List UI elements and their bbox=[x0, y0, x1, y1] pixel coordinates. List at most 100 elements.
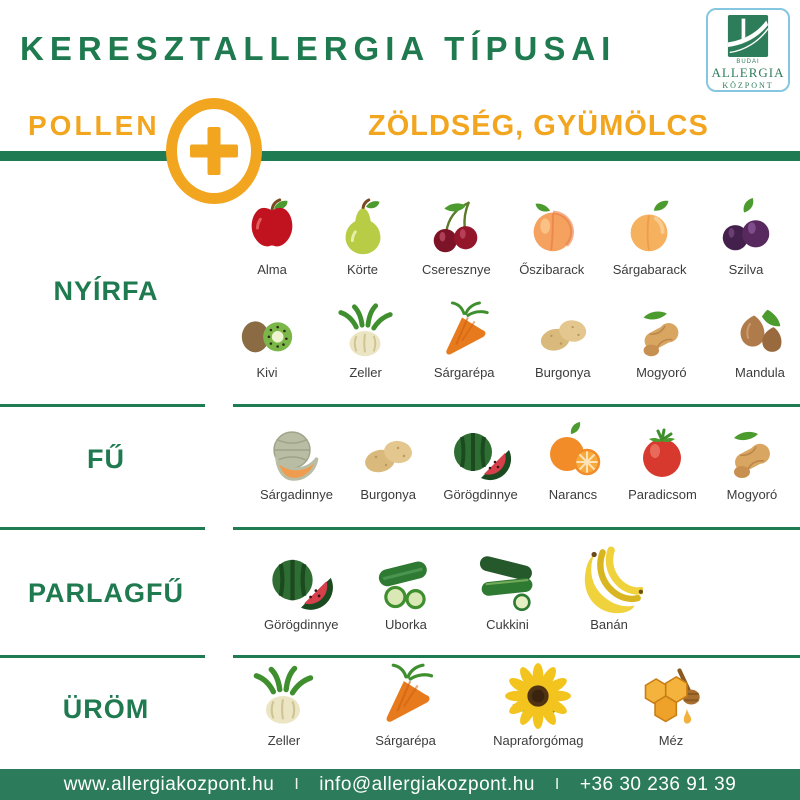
pollen-type-label-nyirfa: NYÍRFA bbox=[53, 276, 159, 306]
peanut-icon bbox=[720, 420, 784, 484]
cantaloupe-icon bbox=[265, 420, 329, 484]
footer-email: info@allergiakozpont.hu bbox=[319, 773, 535, 795]
list-item: Mogyoró bbox=[630, 300, 692, 380]
celery-icon bbox=[250, 662, 318, 730]
list-item: Sárgabarack bbox=[612, 197, 687, 277]
item-label: Mandula bbox=[735, 365, 785, 380]
cucumber-icon bbox=[372, 546, 440, 614]
logo-text-kozpont: KÖZPONT bbox=[722, 81, 774, 90]
item-label: Szilva bbox=[728, 262, 764, 277]
carrot-icon bbox=[372, 662, 440, 730]
potato-icon bbox=[532, 300, 594, 362]
footer-separator: I bbox=[554, 775, 560, 793]
item-label: Mogyoró bbox=[726, 487, 778, 502]
item-label: Paradicsom bbox=[628, 487, 697, 502]
section-divider bbox=[0, 404, 800, 407]
plus-vertical-bar bbox=[207, 127, 221, 175]
orange-icon bbox=[541, 420, 605, 484]
item-label: Napraforgómag bbox=[493, 733, 584, 748]
item-row-fu-1: Sárgadinnye Burgonya Görögdinnye Narancs Par… bbox=[260, 420, 784, 502]
item-label: Narancs bbox=[548, 487, 598, 502]
list-item: Sárgadinnye bbox=[260, 420, 333, 502]
list-item: Mandula bbox=[729, 300, 791, 380]
watermelon-icon bbox=[449, 420, 513, 484]
list-item: Narancs bbox=[541, 420, 605, 502]
apricot-icon bbox=[619, 197, 681, 259]
list-item: Sárgarépa bbox=[433, 300, 495, 380]
item-label: Körte bbox=[346, 262, 379, 277]
pollen-type-label-urom: ÜRÖM bbox=[62, 694, 150, 724]
sunflower-icon bbox=[504, 662, 572, 730]
header-divider-bar bbox=[0, 151, 800, 161]
list-item: Körte bbox=[332, 197, 394, 277]
list-item: Őszibarack bbox=[519, 197, 584, 277]
item-label: Görögdinnye bbox=[264, 617, 339, 632]
item-label: Uborka bbox=[385, 617, 427, 632]
logo-leaf-icon bbox=[727, 15, 769, 57]
item-label: Cukkini bbox=[486, 617, 529, 632]
almond-icon bbox=[729, 300, 791, 362]
honey-icon bbox=[637, 662, 705, 730]
footer-phone: +36 30 236 91 39 bbox=[579, 773, 737, 795]
apple-icon bbox=[241, 197, 303, 259]
kiwi-icon bbox=[236, 300, 298, 362]
list-item: Cseresznye bbox=[422, 197, 491, 277]
pollen-heading: POLLEN bbox=[28, 110, 160, 141]
list-item: Görögdinnye bbox=[443, 420, 518, 502]
item-label: Sárgadinnye bbox=[260, 487, 333, 502]
tomato-icon bbox=[630, 420, 694, 484]
potato-icon bbox=[356, 420, 420, 484]
logo-text-budai: BUDAI bbox=[736, 59, 760, 65]
list-item: Napraforgómag bbox=[493, 662, 583, 748]
list-item: Sárgarépa bbox=[372, 662, 440, 748]
list-item: Banán bbox=[575, 546, 645, 632]
item-row-nyirfa-2: Kivi Zeller Sárgarépa Burgonya Mogyoró Mandul… bbox=[236, 300, 791, 380]
item-label: Burgonya bbox=[360, 487, 416, 502]
list-item: Zeller bbox=[335, 300, 397, 380]
zucchini-icon bbox=[473, 546, 541, 614]
list-item: Burgonya bbox=[356, 420, 420, 502]
list-item: Szilva bbox=[715, 197, 777, 277]
list-item: Uborka bbox=[372, 546, 440, 632]
footer-separator: I bbox=[294, 775, 300, 793]
pollen-type-label-parlagfu: PARLAGFŰ bbox=[28, 578, 184, 608]
pollen-type-label-fu: FŰ bbox=[87, 444, 125, 474]
list-item: Alma bbox=[241, 197, 303, 277]
list-item: Paradicsom bbox=[628, 420, 697, 502]
item-label: Sárgabarack bbox=[612, 262, 687, 277]
item-label: Zeller bbox=[267, 733, 301, 748]
footer-website: www.allergiakozpont.hu bbox=[63, 773, 275, 795]
item-row-parlagfu-1: Görögdinnye Uborka Cukkini Banán bbox=[264, 546, 645, 632]
page-title: KERESZTALLERGIA TÍPUSAI bbox=[20, 30, 617, 67]
pear-icon bbox=[332, 197, 394, 259]
list-item: Görögdinnye bbox=[264, 546, 338, 632]
item-label: Sárgarépa bbox=[375, 733, 436, 748]
watermelon-icon bbox=[267, 546, 335, 614]
footer-bar: www.allergiakozpont.hu I info@allergiako… bbox=[0, 769, 800, 800]
section-divider bbox=[0, 527, 800, 530]
item-row-nyirfa-1: Alma Körte Cseresznye Őszibarack Sárgabarack… bbox=[241, 197, 777, 277]
cherry-icon bbox=[425, 197, 487, 259]
divider-segment bbox=[0, 404, 205, 407]
divider-segment bbox=[0, 655, 205, 658]
list-item: Kivi bbox=[236, 300, 298, 380]
divider-segment bbox=[0, 527, 205, 530]
section-divider bbox=[0, 655, 800, 658]
divider-segment bbox=[233, 527, 800, 530]
list-item: Burgonya bbox=[532, 300, 594, 380]
item-label: Mogyoró bbox=[636, 365, 687, 380]
item-label: Méz bbox=[658, 733, 684, 748]
item-label: Zeller bbox=[349, 365, 382, 380]
vegetable-fruit-heading: ZÖLDSÉG, GYÜMÖLCS bbox=[368, 110, 709, 142]
divider-segment bbox=[233, 404, 800, 407]
list-item: Cukkini bbox=[473, 546, 541, 632]
item-label: Banán bbox=[590, 617, 628, 632]
list-item: Méz bbox=[637, 662, 705, 748]
item-label: Görögdinnye bbox=[443, 487, 518, 502]
peanut-icon bbox=[630, 300, 692, 362]
item-row-urom-1: Zeller Sárgarépa Napraforgómag Méz bbox=[250, 662, 705, 748]
item-label: Alma bbox=[257, 262, 287, 277]
plus-circle-icon bbox=[166, 98, 262, 204]
item-label: Őszibarack bbox=[519, 262, 585, 277]
carrot-icon bbox=[433, 300, 495, 362]
